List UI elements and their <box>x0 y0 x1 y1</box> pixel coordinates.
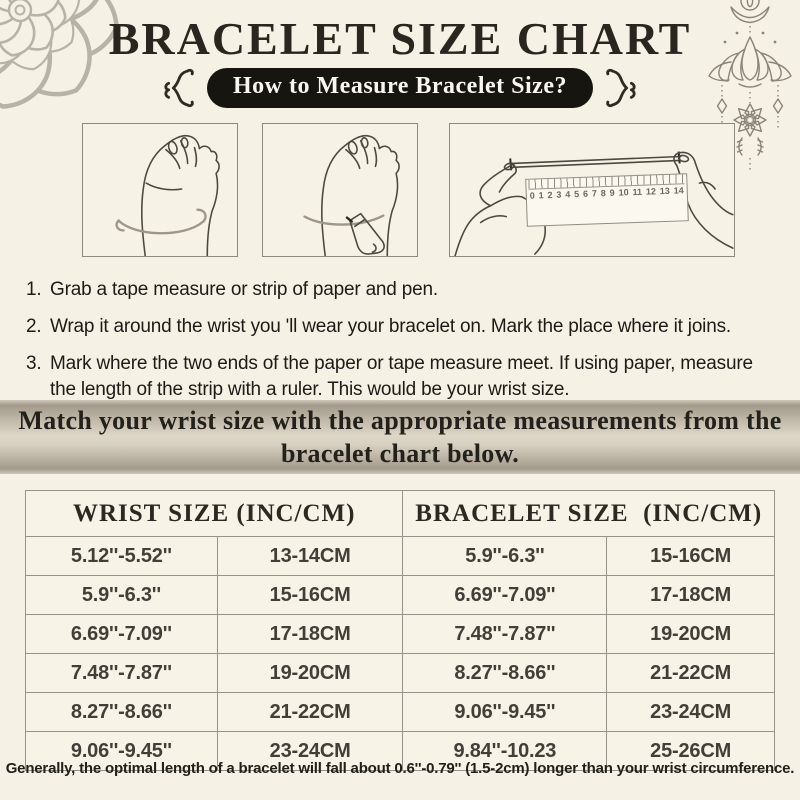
steps-list: 1. Grab a tape measure or strip of paper… <box>26 277 782 414</box>
ruler-number: 6 <box>582 188 589 199</box>
table-cell: 21-22CM <box>216 692 404 732</box>
mark-wrist-with-pen-illustration <box>262 123 418 257</box>
step-text: Grab a tape measure or strip of paper an… <box>50 279 438 300</box>
step-text: Mark where the two ends of the paper or … <box>50 353 753 400</box>
table-cell: 8.27''-8.66'' <box>402 653 608 693</box>
ruler-number: 7 <box>591 188 598 199</box>
table-cell: 5.9''-6.3'' <box>25 575 218 615</box>
table-cell: 5.12''-5.52'' <box>25 536 218 576</box>
step-item-2: 2. Wrap it around the wrist you 'll wear… <box>26 314 782 340</box>
squiggle-brace-left-icon <box>164 68 194 108</box>
ruler-number: 9 <box>609 187 615 198</box>
ruler-number: 2 <box>547 189 553 201</box>
ruler-number: 4 <box>565 189 571 200</box>
ruler-number: 14 <box>673 185 684 196</box>
step-item-3: 3. Mark where the two ends of the paper … <box>26 351 782 403</box>
table-row: 5.9''-6.3'' 15-16CM 6.69''-7.09'' 17-18CM <box>25 575 775 615</box>
table-cell: 13-14CM <box>216 536 404 576</box>
table-cell: 21-22CM <box>606 653 775 693</box>
hands-with-ruler-icon <box>454 151 734 256</box>
table-cell: 15-16CM <box>216 575 404 615</box>
table-header-wrist-size: WRIST SIZE (INC/CM) <box>24 490 404 537</box>
hand-with-tape-icon <box>115 134 220 256</box>
table-header-row: WRIST SIZE (INC/CM) BRACELET SIZE (INC/C… <box>24 490 775 537</box>
wrap-tape-around-wrist-illustration <box>82 123 238 257</box>
table-cell: 9.84''-10.23 <box>402 731 608 771</box>
ruler-number: 8 <box>600 188 607 199</box>
step-number: 2. <box>26 316 42 337</box>
step-text: Wrap it around the wrist you 'll wear yo… <box>50 316 731 337</box>
table-row: 6.69''-7.09'' 17-18CM 7.48''-7.87'' 19-20CM <box>25 614 775 654</box>
table-cell: 8.27''-8.66'' <box>25 692 218 732</box>
page-title: BRACELET SIZE CHART <box>108 13 692 64</box>
ruler-number: 12 <box>645 186 657 197</box>
table-cell: 9.06''-9.45'' <box>402 692 608 732</box>
ruler-number: 13 <box>659 185 670 197</box>
footnote: Generally, the optimal length of a brace… <box>5 760 795 777</box>
ruler-number: 11 <box>632 186 643 198</box>
table-cell: 17-18CM <box>606 575 775 615</box>
table-cell: 7.48''-7.87'' <box>402 614 608 654</box>
table-cell: 6.69''-7.09'' <box>25 614 218 654</box>
mandala-flower-icon <box>0 0 208 218</box>
table-cell: 5.9''-6.3'' <box>402 536 608 576</box>
subtitle-pill: How to Measure Bracelet Size? <box>207 68 593 108</box>
table-cell: 6.69''-7.09'' <box>402 575 608 615</box>
table-cell: 23-24CM <box>216 731 404 771</box>
ruler-number: 5 <box>573 188 580 200</box>
table-cell: 23-24CM <box>606 692 775 732</box>
hand-with-pen-icon <box>303 134 400 256</box>
ruler-number: 10 <box>618 187 629 198</box>
table-cell: 15-16CM <box>606 536 775 576</box>
banner-text: Match your wrist size with the appropria… <box>18 406 782 468</box>
measure-strip-with-ruler-illustration: 0 1 2 3 4 5 6 7 8 9 10 11 12 13 14 <box>449 123 735 257</box>
ruler-number: 1 <box>538 190 544 201</box>
subtitle-row: How to Measure Bracelet Size? <box>0 66 800 110</box>
step-number: 3. <box>26 353 42 374</box>
table-cell: 19-20CM <box>216 653 404 693</box>
table-row: 5.12''-5.52'' 13-14CM 5.9''-6.3'' 15-16CM <box>25 536 775 576</box>
ruler-number: 0 <box>529 190 535 201</box>
table-row: 7.48''-7.87'' 19-20CM 8.27''-8.66'' 21-22CM <box>25 653 775 693</box>
table-row: 8.27''-8.66'' 21-22CM 9.06''-9.45'' 23-24CM <box>25 692 775 732</box>
instruction-banner: Match your wrist size with the appropria… <box>0 400 800 474</box>
table-cell: 9.06''-9.45'' <box>25 731 218 771</box>
size-table: WRIST SIZE (INC/CM) BRACELET SIZE (INC/C… <box>24 490 775 771</box>
table-cell: 25-26CM <box>606 731 775 771</box>
table-cell: 17-18CM <box>216 614 404 654</box>
table-cell: 19-20CM <box>606 614 775 654</box>
step-item-1: 1. Grab a tape measure or strip of paper… <box>26 277 782 303</box>
lotus-dreamcatcher-icon <box>708 0 792 171</box>
table-header-bracelet-size: BRACELET SIZE (INC/CM) <box>402 490 775 537</box>
squiggle-brace-right-icon <box>606 68 636 108</box>
table-cell: 7.48''-7.87'' <box>25 653 218 693</box>
size-table-body: 5.12''-5.52'' 13-14CM 5.9''-6.3'' 15-16CM 5.… <box>25 536 775 771</box>
ruler-number: 3 <box>556 189 562 200</box>
table-row: 9.06''-9.45'' 23-24CM 9.84''-10.23 25-26CM <box>25 731 775 771</box>
ruler: 0 1 2 3 4 5 6 7 8 9 10 11 12 13 14 <box>525 173 689 227</box>
step-number: 1. <box>26 279 42 300</box>
